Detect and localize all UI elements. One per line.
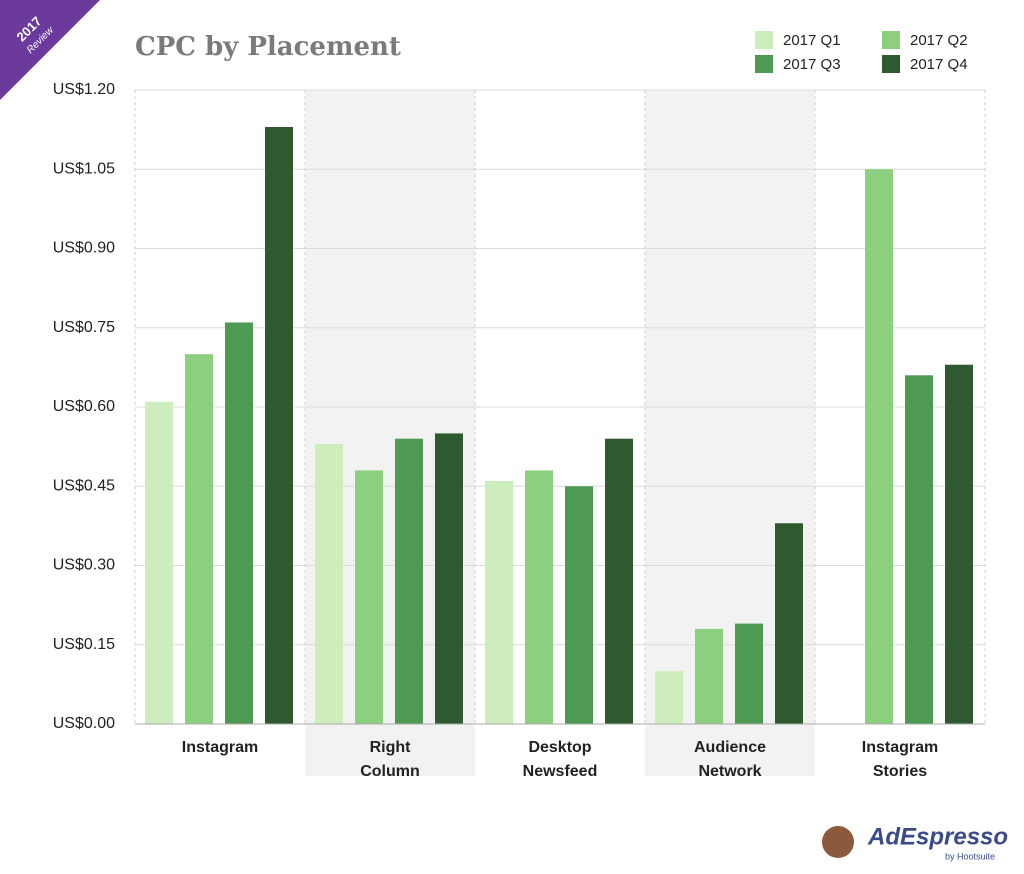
legend-swatch <box>755 55 773 73</box>
logo-icon <box>822 826 854 858</box>
bar <box>605 438 633 724</box>
bar <box>655 671 683 724</box>
bar <box>865 169 893 724</box>
bar <box>775 523 803 724</box>
x-tick-label: Desktop Newsfeed <box>522 739 598 780</box>
bar <box>735 623 763 724</box>
y-tick-label: US$0.00 <box>53 715 115 732</box>
bar <box>695 628 723 724</box>
legend-label: 2017 Q3 <box>783 56 841 73</box>
x-tick-label: Audience Network <box>693 739 766 780</box>
bar <box>355 470 383 724</box>
logo-name: AdEspresso <box>867 823 1008 850</box>
y-tick-label: US$1.20 <box>53 81 115 98</box>
x-tick-label: Instagram <box>181 739 259 756</box>
legend-label: 2017 Q2 <box>910 32 968 49</box>
legend-label: 2017 Q1 <box>783 32 841 49</box>
bar <box>565 486 593 724</box>
bar <box>435 433 463 724</box>
y-tick-label: US$1.05 <box>53 160 115 177</box>
bar <box>485 480 513 724</box>
y-tick-label: US$0.90 <box>53 240 115 257</box>
bar <box>185 354 213 724</box>
legend-label: 2017 Q4 <box>910 56 968 73</box>
bar <box>945 364 973 724</box>
x-tick-label: Instagram Stories <box>861 739 939 780</box>
bar <box>145 401 173 724</box>
y-tick-label: US$0.75 <box>53 319 115 336</box>
bar <box>395 438 423 724</box>
x-tick-label: Right Column <box>360 739 420 780</box>
bar <box>265 126 293 724</box>
chart-title: CPC by Placement <box>135 32 401 62</box>
legend-swatch <box>882 31 900 49</box>
bar <box>525 470 553 724</box>
legend-swatch <box>882 55 900 73</box>
y-tick-label: US$0.15 <box>53 636 115 653</box>
bar <box>225 322 253 724</box>
bar <box>905 375 933 724</box>
y-tick-label: US$0.45 <box>53 477 115 494</box>
y-tick-label: US$0.60 <box>53 398 115 415</box>
y-tick-label: US$0.30 <box>53 557 115 574</box>
badge <box>0 0 100 100</box>
legend-swatch <box>755 31 773 49</box>
logo-by: by Hootsuite <box>945 851 995 861</box>
bar <box>315 443 343 724</box>
